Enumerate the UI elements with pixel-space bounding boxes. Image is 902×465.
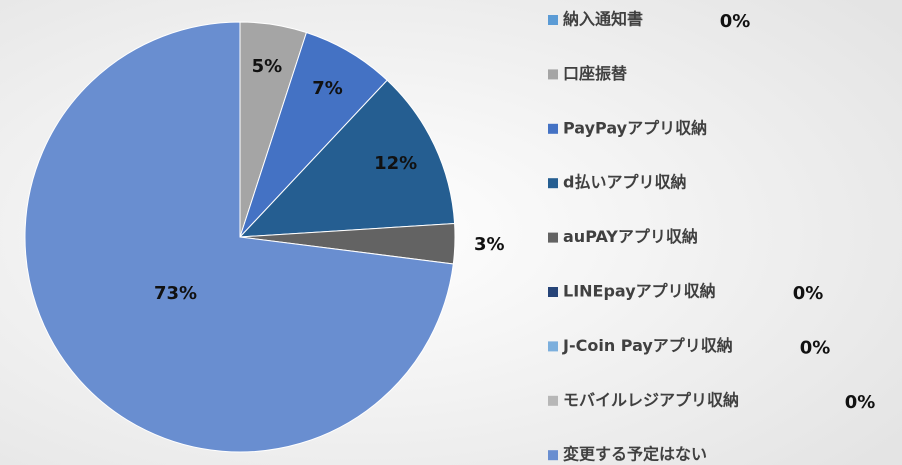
- legend-label: 変更する予定はない: [563, 445, 707, 464]
- legend-label: d払いアプリ収納: [563, 173, 686, 192]
- data-label: 0%: [845, 392, 876, 413]
- data-label: 12%: [374, 153, 417, 174]
- data-label: 73%: [154, 283, 197, 304]
- legend-label: LINEpayアプリ収納: [563, 282, 716, 301]
- legend-label: J-Coin Payアプリ収納: [562, 336, 733, 355]
- legend-swatch: [548, 15, 558, 25]
- data-label: 5%: [252, 56, 283, 77]
- data-label: 0%: [793, 283, 824, 304]
- legend-label: auPAYアプリ収納: [563, 227, 698, 246]
- pie: [24, 21, 456, 453]
- pie-slice: [24, 21, 454, 453]
- legend-swatch: [548, 123, 558, 134]
- labels: 0% 5% 7% 12% 3% 0% 0% 0% 73%: [154, 11, 875, 413]
- legend-swatch: [548, 178, 558, 189]
- legend-swatch: [548, 287, 558, 297]
- legend-label: PayPayアプリ収納: [563, 118, 707, 137]
- legend-label: モバイルレジアプリ収納: [563, 390, 739, 409]
- legend-swatch: [548, 69, 558, 80]
- data-label: 3%: [474, 234, 505, 255]
- legend-label: 納入通知書: [563, 10, 643, 29]
- legend-swatch: [548, 450, 558, 461]
- legend-swatch: [548, 395, 558, 406]
- legend-swatch: [548, 232, 558, 243]
- legend-label: 口座振替: [563, 64, 627, 83]
- data-label: 7%: [312, 78, 343, 99]
- pie-slice: [238, 79, 456, 238]
- legend-swatch: [548, 341, 558, 352]
- data-label: 0%: [720, 11, 751, 32]
- data-label: 0%: [800, 337, 831, 358]
